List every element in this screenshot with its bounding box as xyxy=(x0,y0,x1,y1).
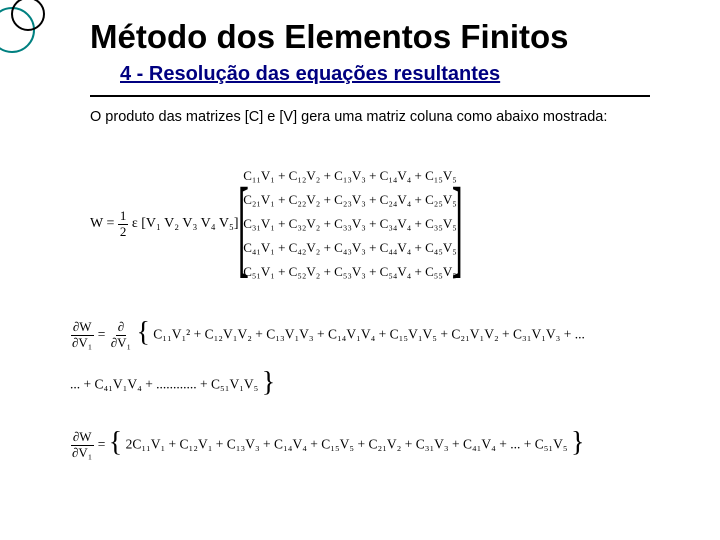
matrix-row-3: C₃₁V₁ + C₃₂V₂ + C₃₃V₃ + C₃₄V₄ + C₃₅V₅ xyxy=(243,216,457,232)
equation-energy-matrix: W = 1 2 ε [V₁ V₂ V₃ V₄ V₅] [ C₁₁V₁ + C₁₂… xyxy=(90,168,650,280)
eq3-eq: = xyxy=(98,436,109,451)
eq3-lhs-num: ∂W xyxy=(71,430,94,445)
eq3-lhs-den: ∂V₁ xyxy=(70,446,94,460)
eq3-line1: 2C₁₁V₁ + C₁₂V₁ + C₁₃V₃ + C₁₄V₄ + C₁₅V₅ +… xyxy=(126,436,571,451)
eq2-close-brace: } xyxy=(262,367,275,398)
eq1-frac-top: 1 xyxy=(118,209,129,224)
eq2-line1: C₁₁V₁² + C₁₂V₁V₂ + C₁₃V₁V₃ + C₁₄V₁V₄ + C… xyxy=(153,326,585,341)
eq1-row-vector: [V₁ V₂ V₃ V₄ V₅] xyxy=(141,216,238,231)
left-bracket: [ xyxy=(237,177,248,276)
matrix-row-5: C₅₁V₁ + C₅₂V₂ + C₅₃V₃ + C₅₄V₄ + C₅₅V₅ xyxy=(243,264,457,280)
eq3-close-brace: } xyxy=(571,427,584,458)
eq1-frac-bot: 2 xyxy=(118,225,129,239)
right-bracket: ] xyxy=(452,177,463,276)
eq3-open-brace: { xyxy=(109,427,122,458)
matrix-row-1: C₁₁V₁ + C₁₂V₂ + C₁₃V₃ + C₁₄V₄ + C₁₅V₅ xyxy=(243,168,457,184)
eq2-open-brace: { xyxy=(136,317,149,348)
equation-partial-expanded: ∂W ∂V₁ = ∂ ∂V₁ { C₁₁V₁² + C₁₂V₁V₂ + C₁₃V… xyxy=(70,310,665,411)
page-title: Método dos Elementos Finitos xyxy=(90,18,569,56)
eq1-eq: = xyxy=(106,216,114,231)
eq2-lhs-num: ∂W xyxy=(71,320,94,335)
page-subtitle: 4 - Resolução das equações resultantes xyxy=(120,63,500,86)
eq2-lhs-den: ∂V₁ xyxy=(70,336,94,350)
title-underline xyxy=(90,95,650,97)
eq2-eq: = xyxy=(98,326,109,341)
eq2-rhs-den: ∂V₁ xyxy=(109,336,133,350)
eq1-W: W xyxy=(90,216,103,231)
matrix-row-2: C₂₁V₁ + C₂₂V₂ + C₂₃V₃ + C₂₄V₄ + C₂₅V₅ xyxy=(243,192,457,208)
eq2-line2: ... + C₄₁V₁V₄ + ............ + C₅₁V₁V₅ xyxy=(70,377,262,392)
matrix-column: C₁₁V₁ + C₁₂V₂ + C₁₃V₃ + C₁₄V₄ + C₁₅V₅ C₂… xyxy=(243,168,457,280)
eq2-rhs-num: ∂ xyxy=(116,320,126,335)
matrix-row-4: C₄₁V₁ + C₄₂V₂ + C₄₃V₃ + C₄₄V₄ + C₄₅V₅ xyxy=(243,240,457,256)
eq1-epsilon: ε xyxy=(132,216,138,231)
intro-paragraph: O produto das matrizes [C] e [V] gera um… xyxy=(90,108,650,128)
equation-partial-result: ∂W ∂V₁ = { 2C₁₁V₁ + C₁₂V₁ + C₁₃V₃ + C₁₄V… xyxy=(70,420,665,470)
corner-decoration xyxy=(0,0,60,60)
